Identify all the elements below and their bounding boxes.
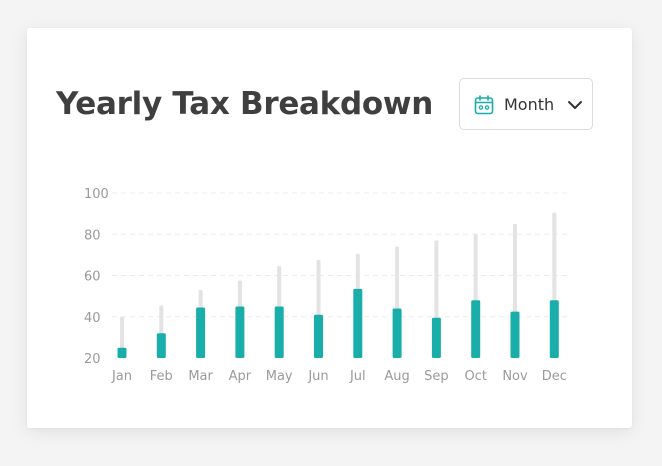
x-tick-label: Oct	[464, 369, 486, 384]
x-tick-label: Jan	[111, 369, 132, 384]
bar-tax	[431, 317, 441, 358]
x-tick-label: Apr	[229, 369, 252, 384]
y-tick-label: 80	[84, 228, 101, 243]
tax-breakdown-card: Yearly Tax Breakdown Month	[27, 28, 632, 428]
x-tick-label: Feb	[150, 369, 173, 384]
x-tick-label: Jun	[307, 369, 328, 384]
calendar-icon	[474, 95, 494, 115]
y-tick-label: 20	[84, 352, 101, 367]
page-title: Yearly Tax Breakdown	[56, 86, 433, 122]
x-tick-label: May	[266, 369, 293, 384]
x-tick-label: Sep	[424, 369, 449, 384]
bar-tax	[549, 300, 559, 358]
bar-tax	[196, 307, 206, 358]
x-tick-label: Aug	[384, 369, 409, 384]
chevron-down-icon	[568, 101, 582, 109]
x-tick-label: Nov	[502, 369, 528, 384]
bar-tax	[117, 347, 127, 358]
bar-tax	[156, 333, 166, 358]
x-tick-label: Jul	[349, 369, 366, 384]
y-tick-label: 100	[84, 187, 109, 202]
bar-tax	[510, 311, 520, 358]
bar-tax	[471, 300, 481, 358]
bar-tax	[314, 314, 323, 358]
bar-tax	[392, 308, 402, 358]
period-dropdown[interactable]: Month	[459, 78, 593, 130]
dropdown-selected-value: Month	[504, 95, 555, 114]
y-tick-label: 60	[84, 270, 101, 285]
bar-tax	[353, 288, 363, 358]
x-tick-label: Dec	[542, 369, 567, 384]
bar-tax	[274, 306, 284, 358]
bar-tax	[235, 306, 245, 358]
x-tick-label: Mar	[188, 369, 213, 384]
y-tick-label: 40	[84, 311, 101, 326]
